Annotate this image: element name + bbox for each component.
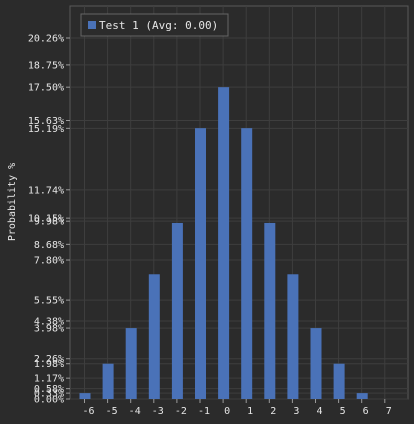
x-axis-ticks: -6 -5 -4 -3 -2 -1 0 1 2 3 4 5 6 7 [82, 399, 392, 417]
y-tick-label: 20.26% [28, 34, 64, 45]
x-tick-label: -1 [198, 406, 210, 417]
y-tick-label: 17.50% [28, 83, 64, 94]
y-tick-label: 0.33% [34, 389, 64, 400]
x-tick-label: -3 [152, 406, 164, 417]
x-tick-label: 0 [224, 406, 230, 417]
x-tick-label: -6 [82, 406, 94, 417]
x-tick-label: 6 [363, 406, 369, 417]
x-tick-label: -2 [175, 406, 187, 417]
x-tick-label: 2 [270, 406, 276, 417]
bar-series [79, 87, 368, 399]
y-tick-label: 9.98% [34, 217, 64, 228]
bar [148, 274, 160, 399]
y-tick-label: 10.15% [28, 214, 64, 225]
bar [79, 393, 91, 399]
y-tick-label: 1.17% [34, 374, 64, 385]
bar [333, 363, 345, 399]
legend-box [80, 13, 229, 37]
legend: Test 1 (Avg: 0.00) [80, 13, 229, 37]
x-tick-label: 5 [340, 406, 346, 417]
y-tick-label: 7.80% [34, 256, 64, 267]
y-tick-label: 0.00% [34, 395, 64, 406]
x-tick-label: 1 [247, 406, 253, 417]
bar [356, 393, 368, 399]
y-tick-label: 0.58% [34, 384, 64, 395]
bar [310, 328, 322, 399]
y-tick-label: 15.19% [28, 124, 64, 135]
y-tick-label: 2.26% [34, 354, 64, 365]
y-axis-title: Probability % [7, 163, 18, 241]
x-tick-label: 4 [316, 406, 322, 417]
x-tick-label: -5 [106, 406, 118, 417]
bar [218, 87, 230, 399]
legend-swatch [88, 21, 96, 29]
bar [287, 274, 299, 399]
y-tick-label: 8.68% [34, 240, 64, 251]
bar [125, 328, 137, 399]
y-tick-label: 1.98% [34, 359, 64, 370]
legend-label: Test 1 (Avg: 0.00) [99, 19, 218, 32]
bar [102, 363, 114, 399]
bar [241, 128, 253, 399]
bar [195, 128, 206, 399]
y-tick-label: 5.55% [34, 296, 64, 307]
bar [171, 222, 183, 399]
x-tick-label: 3 [293, 406, 299, 417]
x-tick-label: -4 [129, 406, 141, 417]
y-tick-label: 18.75% [28, 60, 64, 71]
y-tick-label: 11.74% [28, 185, 64, 196]
bar [264, 222, 276, 399]
x-tick-label: 7 [386, 406, 392, 417]
y-tick-label: 3.98% [34, 324, 64, 335]
y-tick-label: 4.38% [34, 316, 64, 327]
y-axis-ticks: 0.00%0.33%0.58%1.17% 1.98%2.26% 3.98%4.38%… [28, 34, 70, 406]
y-tick-label: 15.63% [28, 116, 64, 127]
